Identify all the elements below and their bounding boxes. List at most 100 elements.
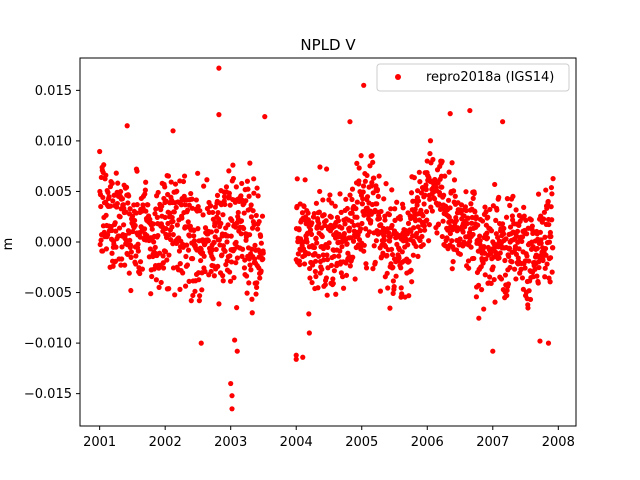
data-point	[128, 287, 134, 294]
data-point	[151, 239, 157, 245]
data-point	[233, 184, 239, 190]
data-point	[535, 280, 541, 286]
data-point	[400, 205, 406, 211]
data-point	[415, 198, 422, 204]
data-point	[371, 243, 377, 249]
data-point	[173, 240, 180, 247]
data-point	[174, 188, 180, 194]
data-point	[293, 352, 299, 358]
data-point	[389, 222, 395, 229]
data-point	[534, 245, 540, 252]
data-point	[249, 310, 255, 316]
data-point	[475, 222, 481, 228]
data-point	[233, 224, 239, 230]
data-point	[213, 246, 219, 253]
data-point	[527, 296, 534, 303]
x-tick-label: 2006	[411, 435, 444, 450]
data-point	[325, 244, 331, 250]
data-point	[392, 206, 398, 212]
data-point	[439, 158, 445, 164]
data-point	[211, 273, 217, 279]
data-point	[510, 193, 516, 199]
data-point	[296, 227, 302, 233]
data-point	[245, 186, 251, 192]
data-point	[110, 198, 116, 204]
data-point	[230, 162, 236, 168]
data-point	[403, 238, 409, 244]
data-point	[375, 193, 381, 200]
data-point	[313, 273, 319, 280]
data-point	[201, 253, 207, 259]
data-point	[523, 217, 529, 223]
data-point	[252, 256, 258, 262]
data-point	[376, 215, 383, 222]
data-point	[121, 222, 127, 228]
data-point	[249, 246, 255, 252]
data-point	[201, 183, 207, 189]
data-point	[526, 258, 532, 264]
data-point	[307, 227, 314, 233]
data-point	[193, 197, 199, 203]
data-point	[216, 301, 222, 307]
data-point	[219, 252, 225, 258]
data-point	[154, 214, 160, 220]
data-point	[301, 261, 308, 267]
data-point	[439, 233, 445, 240]
data-point	[350, 238, 357, 244]
data-point	[506, 253, 512, 260]
data-point	[260, 250, 266, 256]
data-point	[177, 261, 183, 267]
data-point	[482, 204, 488, 210]
data-point	[253, 291, 259, 297]
data-point	[484, 235, 491, 241]
data-point	[229, 393, 235, 399]
data-point	[253, 212, 259, 219]
data-point	[185, 247, 192, 253]
data-point	[191, 238, 198, 244]
data-point	[405, 220, 412, 226]
data-point	[492, 181, 498, 188]
data-point	[229, 217, 235, 223]
data-point	[185, 219, 191, 225]
data-point	[242, 257, 248, 263]
data-point	[301, 203, 307, 210]
data-point	[417, 228, 423, 234]
data-point	[545, 340, 552, 346]
y-tick-label: 0.015	[35, 84, 72, 99]
data-point	[423, 182, 429, 188]
data-point	[137, 259, 144, 265]
data-point	[314, 240, 320, 246]
data-point	[338, 209, 344, 215]
data-point	[516, 246, 522, 252]
data-point	[451, 188, 457, 194]
data-point	[241, 225, 247, 232]
data-point	[316, 209, 322, 215]
data-point	[121, 205, 127, 211]
data-point	[421, 201, 427, 207]
data-point	[431, 196, 438, 202]
data-point	[550, 245, 556, 251]
data-point	[349, 218, 355, 225]
data-point	[542, 265, 548, 271]
data-point	[227, 278, 234, 284]
data-point	[427, 138, 434, 144]
data-point	[386, 212, 392, 218]
data-point	[419, 233, 425, 240]
y-tick-label: 0.000	[35, 236, 72, 251]
data-point	[254, 284, 260, 290]
data-point	[315, 285, 321, 291]
data-point	[134, 168, 140, 174]
data-point	[308, 231, 315, 237]
data-point	[434, 230, 440, 236]
data-point	[294, 176, 300, 182]
data-point	[377, 288, 384, 294]
data-point	[360, 196, 366, 202]
data-point	[493, 217, 499, 223]
data-point	[457, 236, 463, 242]
data-point	[348, 235, 354, 241]
data-point	[198, 340, 204, 346]
data-point	[532, 266, 538, 272]
data-point	[540, 257, 546, 264]
data-point	[293, 356, 299, 362]
data-point	[224, 258, 230, 264]
